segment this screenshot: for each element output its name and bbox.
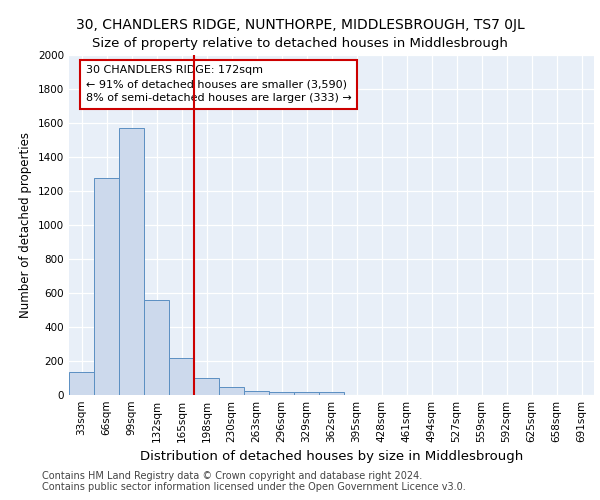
Bar: [119, 128, 144, 395]
X-axis label: Distribution of detached houses by size in Middlesbrough: Distribution of detached houses by size …: [140, 450, 523, 464]
Bar: [94, 178, 119, 395]
Text: Size of property relative to detached houses in Middlesbrough: Size of property relative to detached ho…: [92, 38, 508, 51]
Bar: [169, 358, 194, 395]
Text: 30 CHANDLERS RIDGE: 172sqm
← 91% of detached houses are smaller (3,590)
8% of se: 30 CHANDLERS RIDGE: 172sqm ← 91% of deta…: [86, 65, 352, 103]
Y-axis label: Number of detached properties: Number of detached properties: [19, 132, 32, 318]
Bar: [269, 392, 294, 395]
Bar: [319, 392, 344, 395]
Bar: [244, 391, 269, 395]
Bar: [144, 300, 169, 395]
Text: Contains HM Land Registry data © Crown copyright and database right 2024.
Contai: Contains HM Land Registry data © Crown c…: [42, 471, 466, 492]
Text: 30, CHANDLERS RIDGE, NUNTHORPE, MIDDLESBROUGH, TS7 0JL: 30, CHANDLERS RIDGE, NUNTHORPE, MIDDLESB…: [76, 18, 524, 32]
Bar: [294, 392, 319, 395]
Bar: [194, 378, 219, 395]
Bar: [219, 386, 244, 395]
Bar: [69, 372, 94, 395]
